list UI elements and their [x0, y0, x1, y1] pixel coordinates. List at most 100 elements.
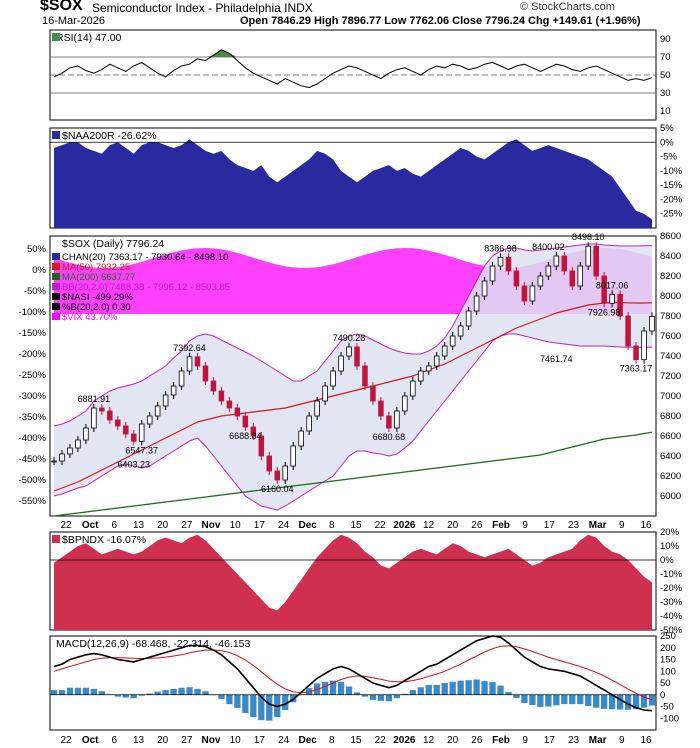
price-ytick-right-10: 6600 — [660, 431, 681, 442]
macd-histogram-bar — [425, 684, 432, 695]
price-annotation-2: 6403.23 — [117, 460, 150, 470]
chart-ohlc-summary: Open 7846.29 High 7896.77 Low 7762.06 Cl… — [240, 15, 641, 27]
bpndx-ytick-0: 20% — [660, 527, 680, 538]
price-legend-swatch-1 — [52, 263, 60, 270]
rsi-title: RSI(14) 47.00 — [56, 32, 122, 44]
candle-body — [75, 439, 81, 449]
macd-xtick-10: Dec — [298, 735, 317, 746]
candle-body — [449, 335, 456, 347]
price-annotation-13: 7461.74 — [540, 354, 573, 364]
macd-histogram-bar — [433, 684, 440, 695]
price-xtick-4: 20 — [157, 520, 169, 531]
price-annotation-9: 8400.02 — [532, 242, 565, 252]
bpndx-title: $BPNDX -16.07% — [62, 534, 146, 546]
candle-body — [505, 256, 512, 272]
macd-xtick-17: 26 — [471, 735, 483, 746]
price-xtick-15: 12 — [423, 520, 435, 531]
macd-histogram-bar — [601, 694, 608, 709]
candle-body — [154, 405, 161, 417]
macd-histogram-bar — [162, 690, 169, 695]
naa200r-title: $NAA200R -26.62% — [62, 130, 157, 142]
macd-histogram-bar — [441, 683, 448, 695]
candle-body — [649, 315, 655, 332]
naa200r-ytick-2: -5% — [660, 152, 677, 163]
price-xtick-20: 17 — [544, 520, 556, 531]
macd-histogram-bar — [648, 694, 656, 706]
candle-body — [561, 255, 568, 272]
price-ytick-right-0: 8600 — [660, 231, 681, 242]
candle-body — [641, 330, 647, 361]
candle-body — [362, 365, 368, 387]
rsi-legend-swatch — [52, 33, 60, 41]
candle-body — [115, 419, 121, 427]
price-xtick-12: 15 — [350, 520, 362, 531]
macd-histogram-bar — [186, 687, 193, 695]
candle-body — [394, 410, 400, 429]
price-annotation-4: 6688.84 — [229, 431, 262, 441]
macd-histogram-bar — [385, 694, 393, 702]
price-annotation-1: 6881.91 — [78, 394, 111, 404]
candle-body — [162, 394, 169, 407]
candle-body — [521, 285, 528, 302]
price-xtick-6: Nov — [202, 520, 221, 531]
macd-xtick-11: 8 — [329, 735, 335, 746]
candle-body — [473, 295, 480, 312]
price-legend-swatch-0 — [52, 253, 60, 260]
candle-body — [497, 256, 504, 267]
macd-histogram-bar — [218, 694, 225, 699]
candle-body — [138, 423, 145, 442]
candle-body — [489, 265, 496, 282]
price-ytick-left-11: -500% — [19, 475, 47, 486]
macd-xtick-18: Feb — [492, 735, 510, 746]
chart-copyright: © StockCharts.com — [520, 1, 615, 13]
candle-body — [633, 345, 639, 361]
macd-histogram-bar — [545, 694, 552, 707]
candle-body — [338, 355, 344, 372]
candle-body — [186, 356, 193, 372]
price-xtick-19: 9 — [522, 520, 528, 531]
bpndx-legend-swatch — [52, 535, 60, 543]
macd-histogram-bar — [624, 694, 632, 710]
price-ytick-left-4: -150% — [19, 328, 47, 339]
candle-body — [59, 453, 65, 462]
macd-histogram-bar — [202, 691, 209, 695]
macd-histogram-bar — [138, 694, 145, 696]
price-ytick-right-8: 7000 — [660, 391, 681, 402]
candle-body — [601, 275, 607, 304]
price-xtick-14: 2026 — [393, 520, 416, 531]
macd-xtick-12: 15 — [350, 735, 362, 746]
price-xtick-18: Feb — [492, 520, 510, 531]
price-annotation-14: 7363.17 — [620, 364, 653, 374]
macd-histogram-bar — [58, 690, 66, 695]
macd-xtick-5: 27 — [181, 735, 193, 746]
price-xtick-13: 22 — [375, 520, 387, 531]
price-legend-6: $VIX 43.70% — [62, 312, 118, 323]
price-ytick-left-6: -250% — [19, 370, 47, 381]
naa200r-ytick-0: 5% — [660, 123, 674, 134]
price-ytick-right-4: 7800 — [660, 311, 681, 322]
macd-histogram-bar — [577, 694, 584, 705]
candle-body — [465, 310, 472, 327]
macd-histogram-bar — [417, 687, 424, 695]
macd-histogram-bar — [266, 694, 273, 721]
price-xtick-3: 13 — [133, 520, 145, 531]
macd-histogram-bar — [353, 692, 361, 695]
macd-histogram-bar — [569, 694, 576, 705]
macd-histogram-bar — [329, 680, 337, 695]
macd-xtick-6: Nov — [202, 735, 221, 746]
macd-histogram-bar — [529, 694, 536, 706]
candle-body — [346, 346, 352, 357]
macd-histogram-bar — [640, 694, 648, 708]
macd-histogram-bar — [593, 694, 600, 708]
macd-xtick-19: 9 — [522, 735, 528, 746]
candle-body — [91, 407, 97, 429]
candle-body — [529, 285, 536, 302]
macd-histogram-bar — [489, 682, 496, 695]
bpndx-ytick-3: -10% — [660, 569, 683, 580]
price-ytick-left-7: -300% — [19, 391, 47, 402]
macd-histogram-bar — [154, 691, 161, 695]
candle-body — [330, 370, 336, 387]
candle-body — [99, 407, 105, 412]
candle-body — [130, 433, 137, 442]
